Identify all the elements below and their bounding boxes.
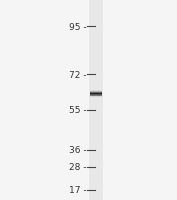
Bar <box>90 88 102 89</box>
Text: 55 -: 55 - <box>69 106 87 115</box>
Bar <box>89 0 103 200</box>
Bar <box>90 97 102 98</box>
Text: 17 -: 17 - <box>69 185 87 194</box>
Bar <box>90 95 102 96</box>
Bar <box>90 92 102 93</box>
Bar <box>90 93 102 94</box>
Text: 72 -: 72 - <box>69 71 87 79</box>
Bar <box>90 94 102 95</box>
Bar <box>90 91 102 92</box>
Bar <box>90 89 102 90</box>
Bar <box>90 88 102 89</box>
Text: 36 -: 36 - <box>69 146 87 154</box>
Bar <box>90 96 102 97</box>
Bar <box>90 90 102 91</box>
Text: 95 -: 95 - <box>69 23 87 32</box>
Text: 28 -: 28 - <box>69 162 87 171</box>
Bar <box>90 98 102 99</box>
